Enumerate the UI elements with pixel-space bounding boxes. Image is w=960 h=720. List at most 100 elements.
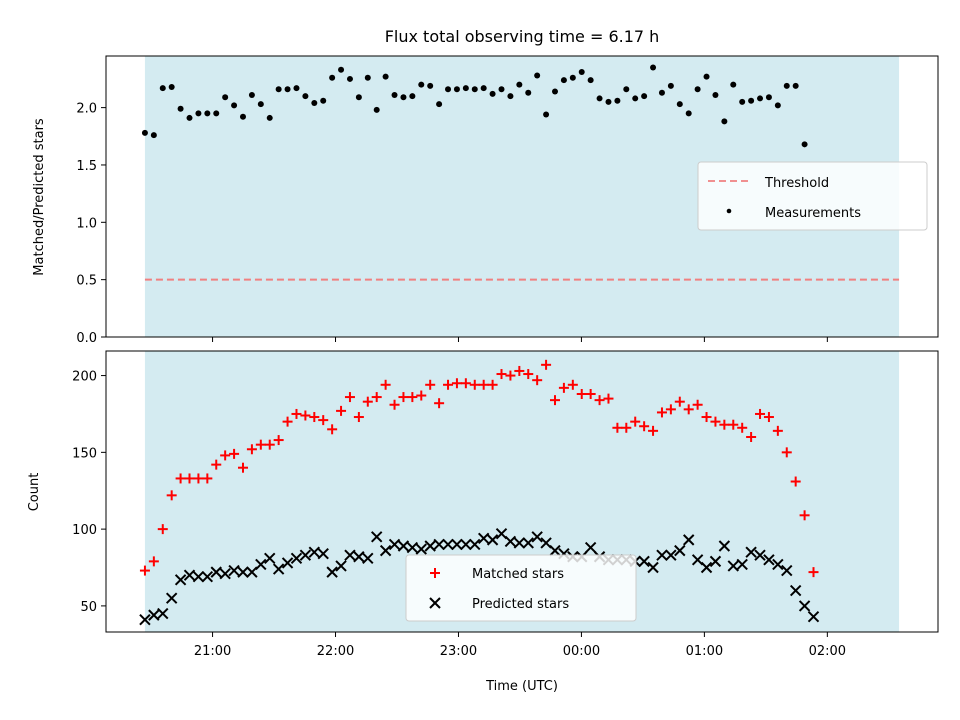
measurement-point xyxy=(694,86,701,93)
predicted-star-point xyxy=(700,561,713,574)
matched-star-point xyxy=(612,422,623,433)
predicted-star-point xyxy=(210,566,222,578)
predicted-star-point xyxy=(317,547,329,560)
matched-star-point xyxy=(193,473,204,484)
measurement-point xyxy=(774,102,781,109)
legend-marker xyxy=(429,597,441,609)
measurement-point xyxy=(765,94,772,101)
predicted-star-point xyxy=(745,546,757,558)
measurement-point xyxy=(516,81,523,88)
predicted-star-point xyxy=(255,558,267,571)
matched-star-point xyxy=(175,473,186,484)
predicted-star-point xyxy=(219,567,231,580)
predicted-star-point xyxy=(237,566,249,578)
matched-star-point xyxy=(755,408,766,419)
measurement-point xyxy=(302,93,309,100)
matched-star-point xyxy=(237,462,248,473)
predicted-star-point xyxy=(647,561,659,574)
matched-star-point xyxy=(229,448,240,459)
measurement-point xyxy=(614,97,621,104)
measurement-point xyxy=(231,102,238,109)
x-tick-label: 23:00 xyxy=(440,644,477,659)
matched-star-point xyxy=(496,369,507,380)
predicted-star-point xyxy=(371,531,383,543)
measurement-point xyxy=(427,82,434,89)
matched-star-point xyxy=(594,395,605,406)
measurement-point xyxy=(266,114,273,121)
matched-star-point xyxy=(683,404,694,415)
measurement-point xyxy=(783,82,790,89)
matched-star-point xyxy=(719,419,730,430)
matched-star-point xyxy=(407,392,418,403)
matched-star-point xyxy=(514,365,525,376)
measurement-point xyxy=(712,91,719,98)
matched-star-point xyxy=(353,412,364,423)
matched-star-point xyxy=(541,359,552,370)
measurement-point xyxy=(168,83,175,90)
matched-star-point xyxy=(808,567,819,578)
predicted-star-point xyxy=(522,537,534,549)
matched-star-point xyxy=(487,379,498,390)
matched-star-point xyxy=(443,379,454,390)
matched-star-point xyxy=(772,425,783,436)
predicted-star-point xyxy=(513,537,526,549)
matched-star-point xyxy=(621,422,632,433)
measurement-point xyxy=(293,85,300,92)
predicted-star-point xyxy=(174,574,187,586)
predicted-star-point xyxy=(415,543,427,555)
measurement-point xyxy=(400,94,407,101)
predicted-star-point xyxy=(656,549,668,561)
predicted-star-point xyxy=(798,600,811,612)
measurement-point xyxy=(641,93,648,100)
matched-star-point xyxy=(710,416,721,427)
measurement-point xyxy=(658,89,665,96)
measurement-point xyxy=(534,72,541,79)
matched-star-point xyxy=(746,431,757,442)
matched-star-point xyxy=(157,524,168,535)
measurement-point xyxy=(730,81,737,88)
matched-star-point xyxy=(398,392,409,403)
axes-frame xyxy=(105,55,939,338)
predicted-star-point xyxy=(469,538,481,551)
measurement-point xyxy=(150,132,157,139)
x-tick-label: 01:00 xyxy=(686,644,723,659)
matched-star-point xyxy=(389,399,400,410)
measurement-point xyxy=(364,74,371,81)
matched-star-point xyxy=(639,421,650,432)
predicted-star-point xyxy=(183,569,196,581)
matched-star-point xyxy=(692,399,703,410)
matched-star-point xyxy=(505,370,516,381)
measurement-point xyxy=(587,77,594,84)
predicted-star-point xyxy=(139,614,151,626)
matched-star-point xyxy=(434,398,445,409)
matched-star-point xyxy=(211,459,222,470)
predicted-star-point xyxy=(406,541,419,554)
measurement-point xyxy=(213,110,220,117)
measurement-point xyxy=(739,98,746,105)
measurement-point xyxy=(650,64,657,71)
predicted-star-point xyxy=(638,555,650,568)
measurement-point xyxy=(239,113,246,120)
predicted-star-point xyxy=(781,564,793,577)
measurement-point xyxy=(792,82,799,89)
matched-star-point xyxy=(585,388,596,399)
matched-star-point xyxy=(781,447,792,458)
matched-star-point xyxy=(220,450,231,461)
matched-star-point xyxy=(737,422,748,433)
measurement-point xyxy=(507,93,514,100)
predicted-star-point xyxy=(388,538,401,551)
measurement-point xyxy=(329,74,336,81)
legend-measurements-label: Measurements xyxy=(765,206,861,221)
measurement-point xyxy=(748,97,755,104)
matched-star-point xyxy=(309,412,320,423)
matched-star-point xyxy=(282,416,293,427)
predicted-star-point xyxy=(290,552,303,565)
matched-star-point xyxy=(478,379,489,390)
measurement-point xyxy=(445,86,452,93)
measurement-point xyxy=(489,90,496,97)
measurement-point xyxy=(462,85,469,92)
measurement-point xyxy=(498,86,505,93)
y-tick-label: 1.5 xyxy=(76,159,97,174)
matched-star-point xyxy=(184,473,195,484)
